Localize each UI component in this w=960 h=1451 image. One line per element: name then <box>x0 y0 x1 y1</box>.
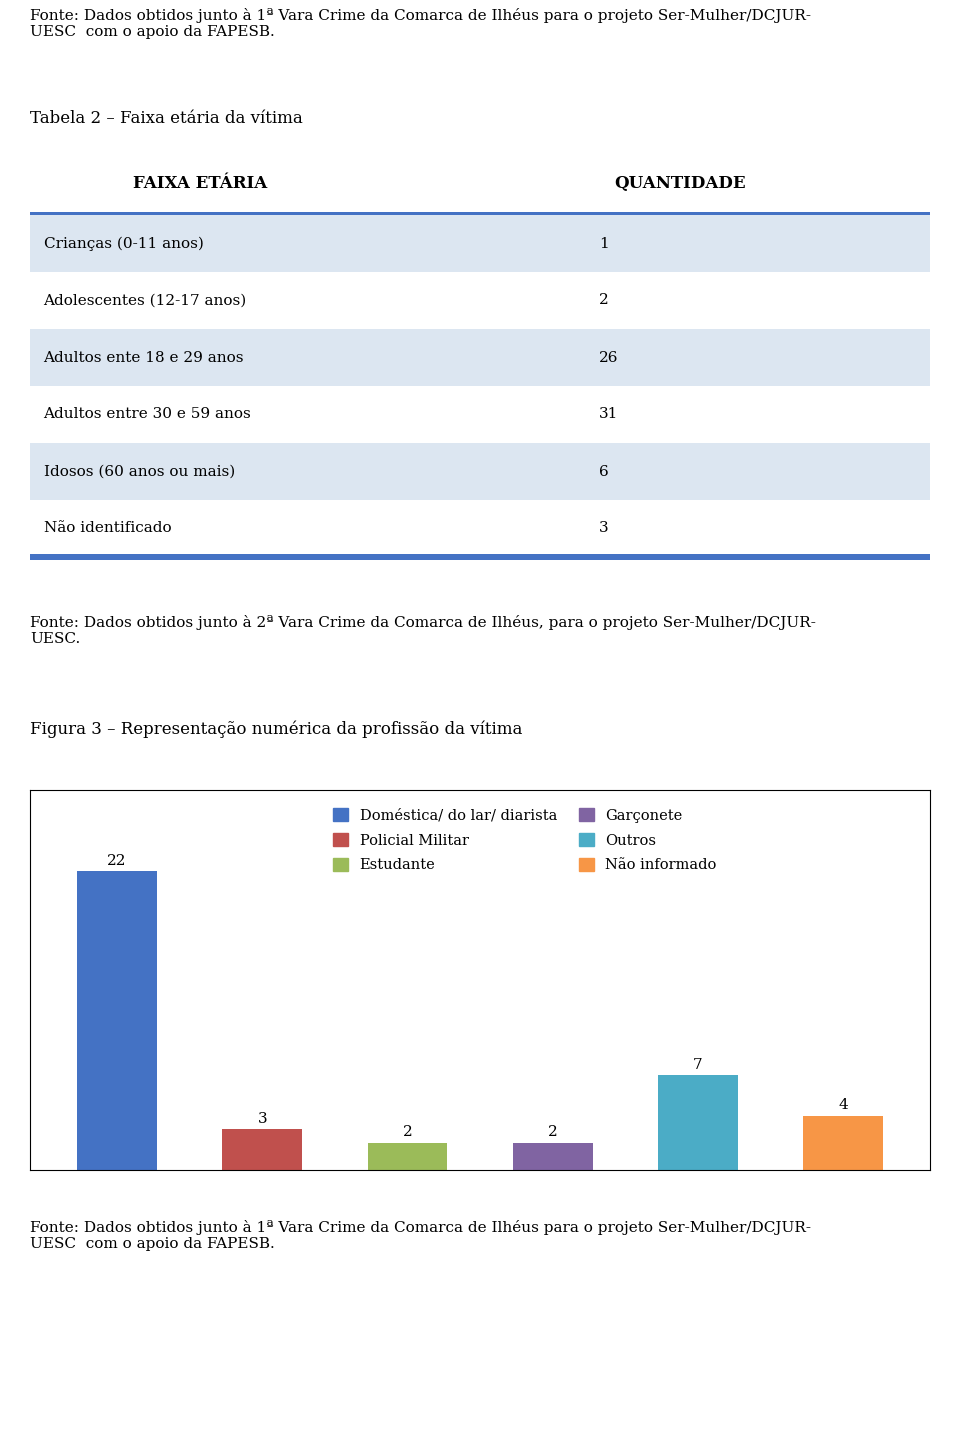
Text: Idosos (60 anos ou mais): Idosos (60 anos ou mais) <box>43 464 235 479</box>
Bar <box>658 1075 737 1170</box>
Text: Fonte: Dados obtidos junto à 1ª Vara Crime da Comarca de Ilhéus para o projeto S: Fonte: Dados obtidos junto à 1ª Vara Cri… <box>30 9 811 39</box>
Bar <box>368 1143 447 1170</box>
Text: 3: 3 <box>257 1111 267 1126</box>
Text: 26: 26 <box>599 351 618 364</box>
Text: Adultos ente 18 e 29 anos: Adultos ente 18 e 29 anos <box>43 351 244 364</box>
Text: Figura 3 – Representação numérica da profissão da vítima: Figura 3 – Representação numérica da pro… <box>30 720 522 737</box>
Bar <box>77 872 157 1170</box>
Text: Tabela 2 – Faixa etária da vítima: Tabela 2 – Faixa etária da vítima <box>30 110 302 128</box>
Text: 6: 6 <box>599 464 609 479</box>
Bar <box>223 1129 302 1170</box>
Text: Adolescentes (12-17 anos): Adolescentes (12-17 anos) <box>43 293 247 308</box>
Bar <box>803 1116 883 1170</box>
Legend: Doméstica/ do lar/ diarista, Policial Militar, Estudante, Garçonete, Outros, Não: Doméstica/ do lar/ diarista, Policial Mi… <box>326 801 724 879</box>
Text: Adultos entre 30 e 59 anos: Adultos entre 30 e 59 anos <box>43 408 252 421</box>
Text: 1: 1 <box>599 237 609 251</box>
Bar <box>513 1143 592 1170</box>
Text: FAIXA ETÁRIA: FAIXA ETÁRIA <box>132 176 267 192</box>
Text: Crianças (0-11 anos): Crianças (0-11 anos) <box>43 237 204 251</box>
Text: 3: 3 <box>599 521 609 535</box>
Text: 2: 2 <box>599 293 609 308</box>
Text: QUANTIDADE: QUANTIDADE <box>614 176 746 192</box>
Text: Não identificado: Não identificado <box>43 521 171 535</box>
Text: Fonte: Dados obtidos junto à 2ª Vara Crime da Comarca de Ilhéus, para o projeto : Fonte: Dados obtidos junto à 2ª Vara Cri… <box>30 615 816 646</box>
Text: 31: 31 <box>599 408 618 421</box>
Text: 2: 2 <box>402 1126 412 1139</box>
Text: 2: 2 <box>548 1126 558 1139</box>
Text: 22: 22 <box>108 855 127 868</box>
Text: 7: 7 <box>693 1058 703 1072</box>
Text: Fonte: Dados obtidos junto à 1ª Vara Crime da Comarca de Ilhéus para o projeto S: Fonte: Dados obtidos junto à 1ª Vara Cri… <box>30 1220 811 1251</box>
Text: 4: 4 <box>838 1098 848 1113</box>
